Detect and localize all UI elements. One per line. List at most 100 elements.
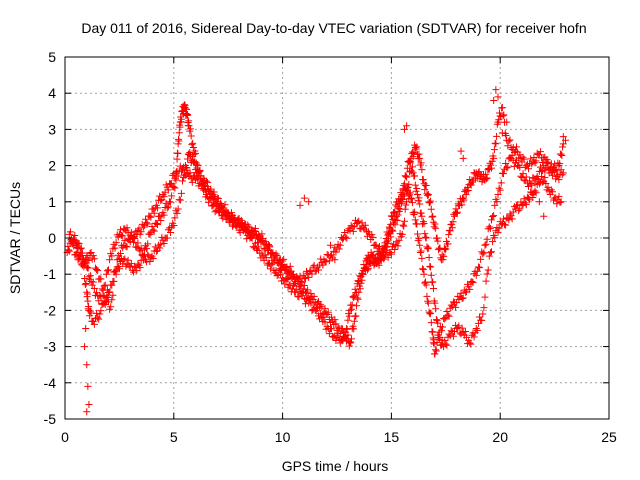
data-point-marker [504,163,512,171]
data-point-marker [160,211,168,219]
data-point-marker [467,340,475,348]
y-tick-label: 3 [48,121,56,137]
data-point-marker [210,188,218,196]
data-point-marker [183,164,191,172]
data-point-marker [494,191,502,199]
data-point-marker [476,264,484,272]
data-point-marker [184,111,192,119]
data-point-marker [418,254,426,262]
data-point-marker [100,299,108,307]
data-point-marker [489,238,497,246]
data-point-marker [219,214,227,222]
data-point-marker [395,204,403,212]
data-point-marker [441,315,449,323]
data-point-marker [75,253,83,261]
data-point-marker [258,230,266,238]
data-point-marker [298,279,306,287]
data-point-marker [394,242,402,250]
data-point-marker [484,266,492,274]
data-point-marker [78,249,86,257]
data-point-marker [388,226,396,234]
data-point-marker [481,241,489,249]
data-point-marker [255,243,263,251]
data-point-marker [431,220,439,228]
data-point-marker [429,285,437,293]
data-point-marker [428,213,436,221]
data-point-marker [501,221,509,229]
data-point-marker [485,252,493,260]
data-point-marker [106,288,114,296]
data-point-marker [294,292,302,300]
data-point-marker [297,277,305,285]
data-point-marker [153,220,161,228]
data-point-marker [293,285,301,293]
y-tick-label: 5 [48,49,56,65]
data-point-marker [147,213,155,221]
data-point-marker [171,214,179,222]
data-point-marker [561,136,569,144]
data-point-marker [120,256,128,264]
data-point-marker [342,328,350,336]
data-point-marker [193,161,201,169]
data-point-marker [427,271,435,279]
data-point-marker [237,216,245,224]
data-point-marker [492,86,500,94]
data-point-marker [413,143,421,151]
data-point-marker [76,245,84,253]
data-point-marker [509,144,517,151]
grid-lines [65,57,609,419]
data-point-marker [432,346,440,354]
data-point-marker [292,288,300,296]
data-point-marker [411,216,419,224]
data-point-marker [97,307,105,315]
data-point-marker [174,150,182,158]
x-tick-label: 10 [275,429,291,445]
data-point-marker [95,315,103,323]
data-point-marker [321,318,329,326]
data-point-marker [483,270,491,278]
data-point-marker [173,155,181,163]
data-point-marker [342,233,350,241]
data-point-marker [355,277,363,285]
data-point-marker [116,249,124,257]
data-point-marker [85,256,93,264]
data-point-marker [105,266,113,274]
data-point-marker [338,337,346,345]
data-point-marker [457,147,465,155]
data-point-marker [420,220,428,228]
data-point-marker [194,162,202,170]
data-point-marker [542,179,550,187]
data-point-marker [522,201,530,209]
data-point-marker [206,195,214,203]
data-point-marker [207,187,215,195]
data-point-marker [307,289,315,297]
data-point-marker [346,306,354,314]
data-point-marker [492,140,500,148]
data-point-marker [111,244,119,252]
data-point-marker [503,164,511,172]
data-point-marker [443,308,451,316]
data-point-marker [400,192,408,200]
data-point-marker [424,244,432,252]
data-point-marker [176,196,184,204]
data-point-marker [414,230,422,238]
data-point-marker [83,290,91,298]
data-point-marker [175,129,183,137]
data-point-marker [369,233,377,241]
data-point-marker [342,324,350,332]
data-point-marker [409,209,417,217]
data-point-marker [181,169,189,177]
data-point-marker [489,212,497,220]
data-point-marker [94,314,102,322]
data-point-marker [279,261,287,269]
data-point-marker [334,329,342,337]
data-point-marker [229,222,237,230]
data-point-marker [458,294,466,302]
data-point-marker [440,252,448,260]
data-point-marker [350,317,358,325]
data-point-marker [197,175,205,183]
data-point-marker [520,155,528,163]
data-point-marker [408,148,416,156]
data-point-marker [449,332,457,340]
data-point-marker [449,298,457,306]
